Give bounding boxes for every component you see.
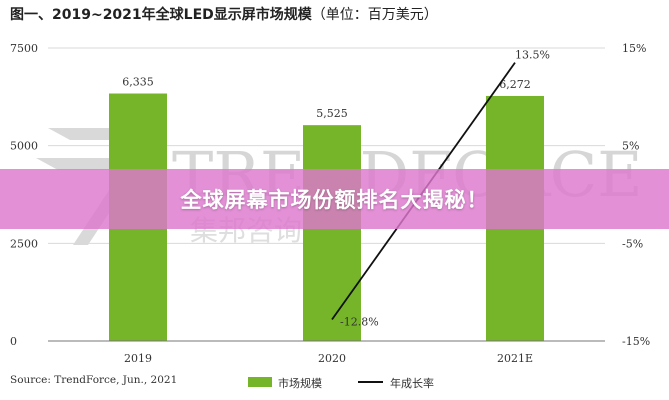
- x-tick-label: 2019: [124, 352, 152, 365]
- chart-title-main: 图一、2019~2021年全球LED显示屏市场规模: [10, 7, 312, 23]
- legend-label-bar: 市场规模: [278, 376, 322, 390]
- bar-value-label: 6,272: [499, 78, 531, 91]
- legend-label-line: 年成长率: [390, 376, 434, 390]
- y-right-tick-label: -15%: [622, 335, 650, 348]
- y-left-tick-label: 0: [10, 335, 17, 348]
- y-right-tick-label: -5%: [622, 237, 643, 250]
- banner-text: 全球屏幕市场份额排名大揭秘！: [180, 188, 489, 212]
- y-left-tick-label: 7500: [10, 42, 38, 55]
- line-point-label: -12.8%: [340, 316, 379, 329]
- legend-swatch-bar: [248, 377, 272, 387]
- y-left-tick-label: 5000: [10, 140, 38, 153]
- bar-value-label: 6,335: [122, 76, 154, 89]
- source-note: Source: TrendForce, Jun., 2021: [10, 374, 178, 386]
- y-right-tick-label: 15%: [622, 42, 646, 55]
- x-tick-label: 2020: [318, 352, 346, 365]
- x-tick-label: 2021E: [497, 352, 533, 365]
- legend: 市场规模 年成长率: [248, 376, 434, 390]
- axes: 0 2500 5000 7500 -15% -5% 5% 15% 2019 2020 2021E: [10, 42, 650, 365]
- bar-value-label: 5,525: [316, 107, 348, 120]
- line-point-label: 13.5%: [515, 49, 550, 62]
- chart-title-unit: （单位：百万美元）: [311, 7, 438, 23]
- chart-title: 图一、2019~2021年全球LED显示屏市场规模（单位：百万美元）: [10, 4, 438, 24]
- bar: [303, 125, 361, 341]
- promo-banner[interactable]: 全球屏幕市场份额排名大揭秘！: [0, 169, 669, 229]
- y-right-tick-label: 5%: [622, 140, 639, 153]
- y-left-tick-label: 2500: [10, 237, 38, 250]
